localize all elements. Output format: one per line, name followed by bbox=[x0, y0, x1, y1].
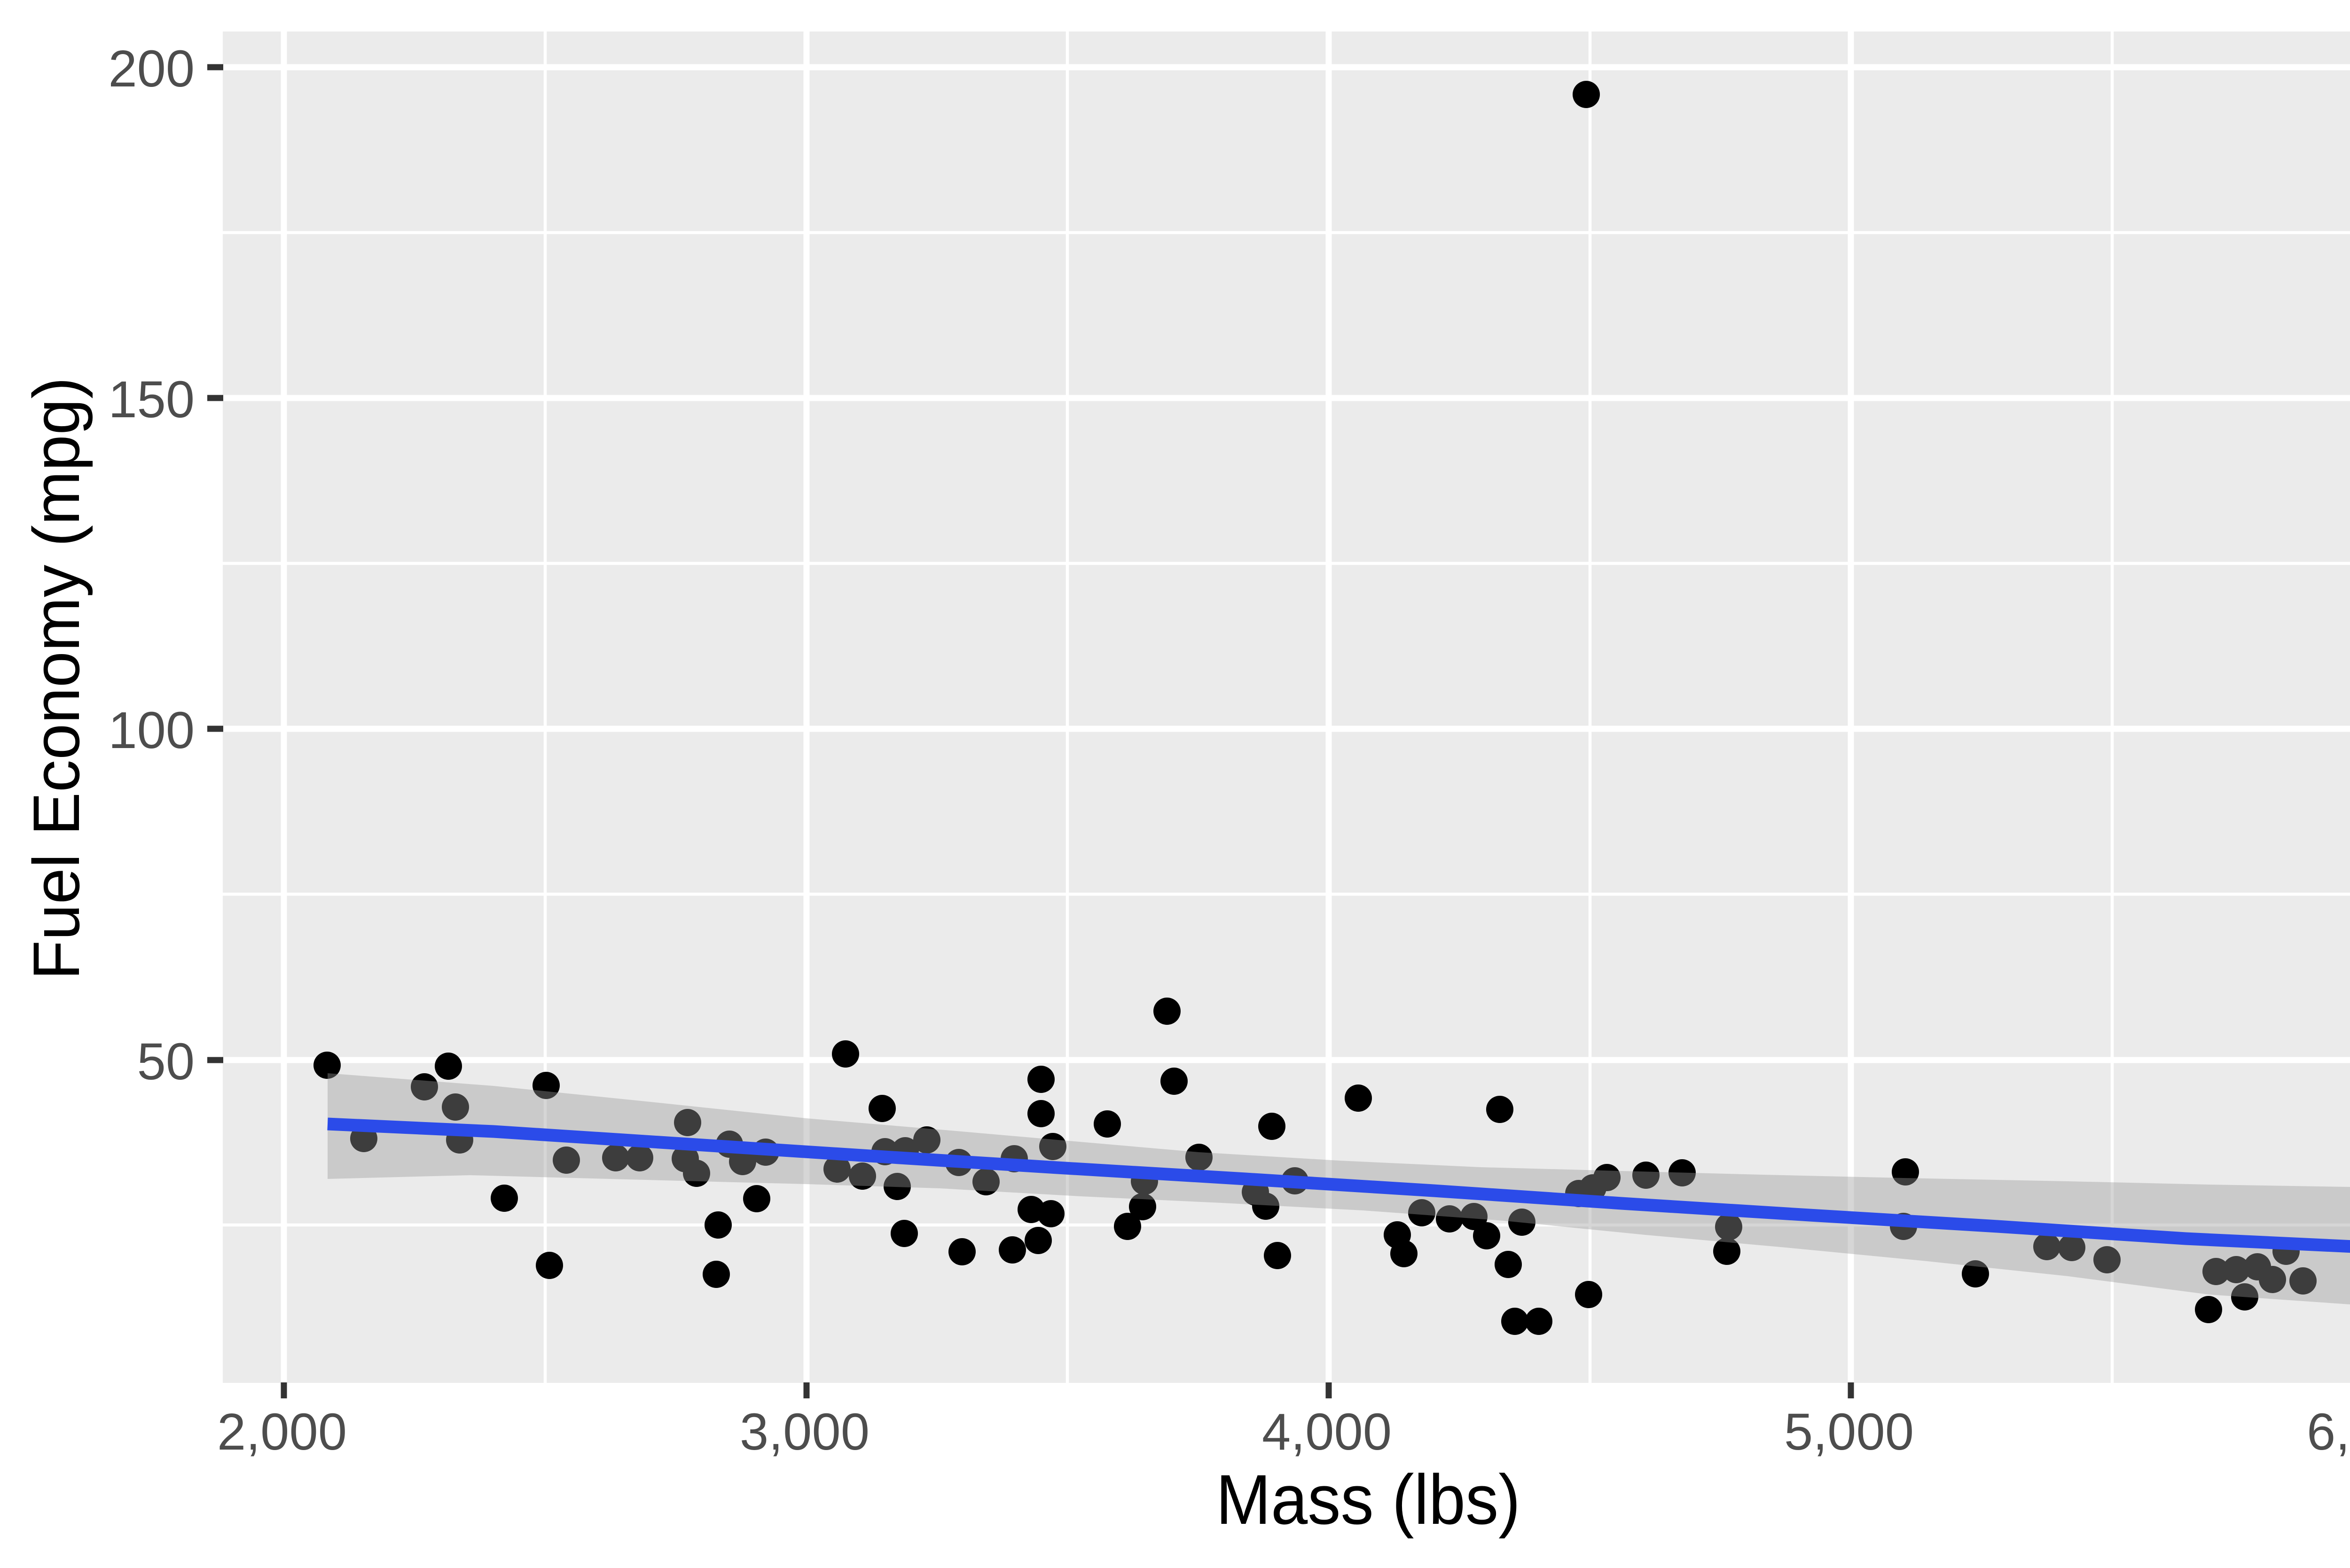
svg-text:4,000: 4,000 bbox=[1262, 1403, 1392, 1461]
svg-text:50: 50 bbox=[137, 1033, 195, 1091]
svg-text:3,000: 3,000 bbox=[740, 1403, 870, 1461]
svg-text:200: 200 bbox=[108, 40, 195, 98]
svg-text:Mass (lbs): Mass (lbs) bbox=[1216, 1460, 1520, 1539]
svg-text:5,000: 5,000 bbox=[1784, 1403, 1914, 1461]
svg-text:2,000: 2,000 bbox=[217, 1403, 347, 1461]
svg-text:100: 100 bbox=[108, 702, 195, 759]
svg-text:6,000: 6,000 bbox=[2307, 1403, 2350, 1461]
svg-text:Fuel Economy (mpg): Fuel Economy (mpg) bbox=[19, 377, 93, 980]
svg-text:150: 150 bbox=[108, 371, 195, 429]
